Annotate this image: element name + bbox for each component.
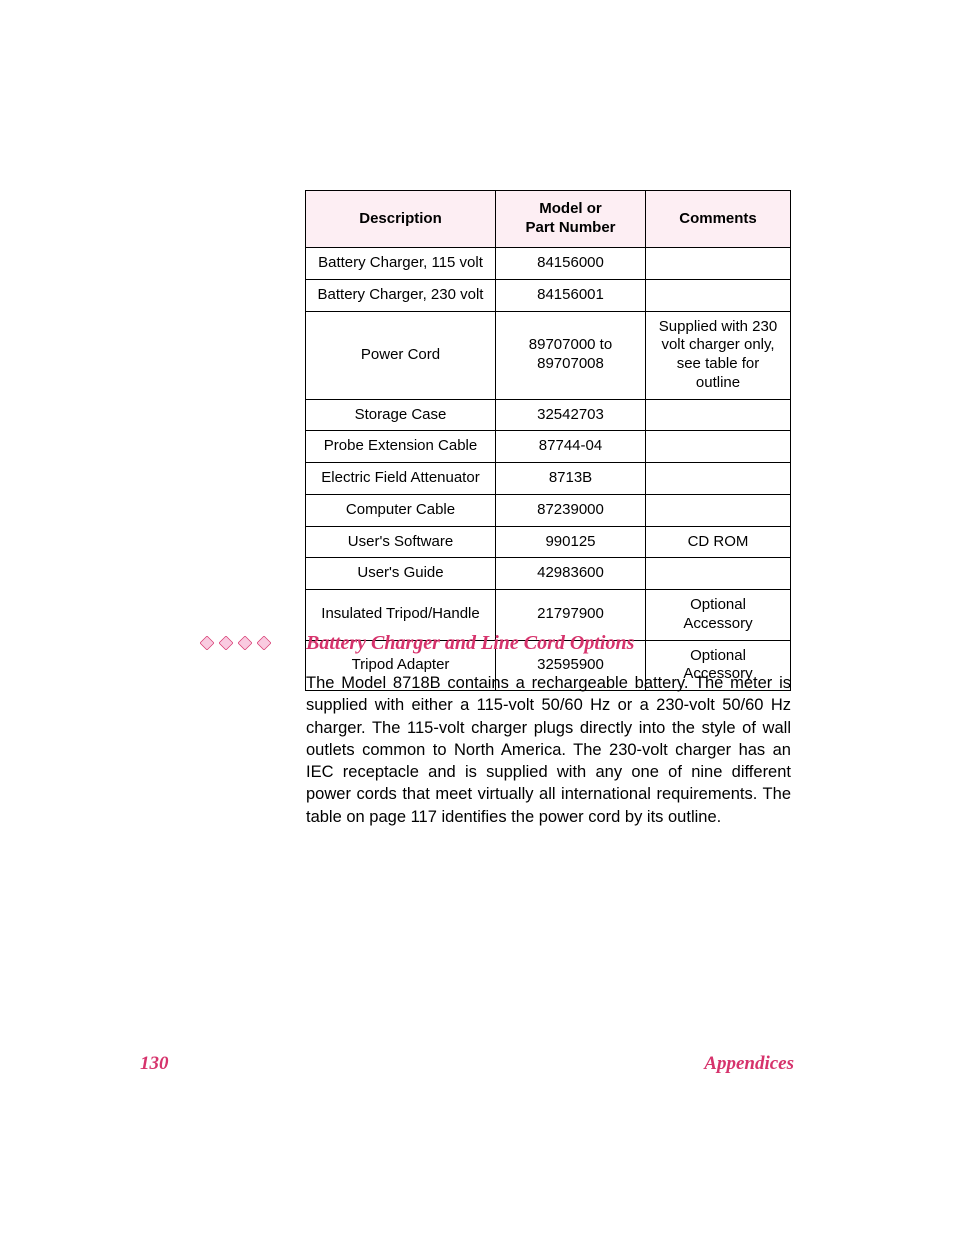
col-comments: Comments [646,191,791,248]
cell-description: Storage Case [306,399,496,431]
cell-comments [646,248,791,280]
cell-description: User's Software [306,526,496,558]
cell-description: Computer Cable [306,494,496,526]
cell-description: Electric Field Attenuator [306,463,496,495]
cell-comments [646,558,791,590]
cell-part: 42983600 [496,558,646,590]
parts-table-wrapper: Description Model or Part Number Comment… [305,190,790,691]
cell-description: Probe Extension Cable [306,431,496,463]
cell-comments [646,431,791,463]
cell-part: 8713B [496,463,646,495]
table-row: User's Software 990125 CD ROM [306,526,791,558]
diamond-icon [257,636,271,650]
cell-part: 89707000 to 89707008 [496,311,646,399]
cell-comments [646,399,791,431]
cell-part: 32542703 [496,399,646,431]
section-body: The Model 8718B contains a rechargeable … [306,672,791,828]
table-row: Storage Case 32542703 [306,399,791,431]
cell-comments [646,279,791,311]
cell-part: 84156001 [496,279,646,311]
table-row: Power Cord 89707000 to 89707008 Supplied… [306,311,791,399]
col-description: Description [306,191,496,248]
section-heading: Battery Charger and Line Cord Options [306,632,634,655]
cell-description: User's Guide [306,558,496,590]
diamond-bullets [200,636,276,655]
diamond-icon [200,636,214,650]
page-number: 130 [140,1053,169,1075]
cell-part: 87744-04 [496,431,646,463]
table-row: Computer Cable 87239000 [306,494,791,526]
diamond-icon [238,636,252,650]
cell-comments [646,494,791,526]
diamond-icon [219,636,233,650]
table-row: Probe Extension Cable 87744-04 [306,431,791,463]
footer-label: Appendices [704,1053,794,1075]
cell-comments: Supplied with 230 volt charger only, see… [646,311,791,399]
cell-description: Battery Charger, 230 volt [306,279,496,311]
cell-comments: Optional Accessory [646,590,791,641]
table-row: Battery Charger, 230 volt 84156001 [306,279,791,311]
table-row: Battery Charger, 115 volt 84156000 [306,248,791,280]
cell-comments [646,463,791,495]
table-header-row: Description Model or Part Number Comment… [306,191,791,248]
col-part-number: Model or Part Number [496,191,646,248]
cell-part: 990125 [496,526,646,558]
cell-comments: CD ROM [646,526,791,558]
cell-description: Power Cord [306,311,496,399]
parts-table: Description Model or Part Number Comment… [305,190,791,691]
cell-part: 87239000 [496,494,646,526]
cell-part: 84156000 [496,248,646,280]
table-row: User's Guide 42983600 [306,558,791,590]
table-row: Electric Field Attenuator 8713B [306,463,791,495]
document-page: Description Model or Part Number Comment… [0,0,954,1235]
cell-description: Battery Charger, 115 volt [306,248,496,280]
